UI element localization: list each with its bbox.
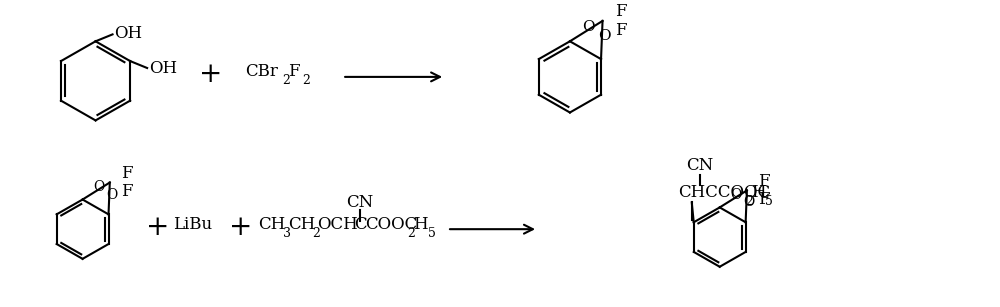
Text: F: F [121, 165, 132, 182]
Text: O: O [743, 196, 754, 209]
Text: 2: 2 [302, 74, 310, 87]
Text: CHCCOOC: CHCCOOC [678, 184, 770, 201]
Text: CN: CN [686, 157, 713, 174]
Text: CH: CH [288, 216, 315, 233]
Text: LiBu: LiBu [173, 216, 213, 233]
Text: 3: 3 [283, 227, 291, 240]
Text: CBr: CBr [245, 64, 278, 80]
Text: +: + [146, 214, 169, 241]
Text: 2: 2 [407, 227, 415, 240]
Text: CH: CH [258, 216, 286, 233]
Text: COOC: COOC [365, 216, 417, 233]
Text: 2: 2 [312, 227, 320, 240]
Text: F: F [121, 183, 132, 200]
Text: O: O [582, 20, 595, 34]
Text: F: F [758, 191, 770, 208]
Text: O: O [730, 188, 741, 202]
Text: H: H [413, 216, 427, 233]
Text: O: O [598, 29, 610, 43]
Text: 5: 5 [428, 227, 436, 240]
Text: F: F [288, 64, 300, 80]
Text: O: O [93, 180, 104, 194]
Text: F: F [616, 22, 627, 39]
Text: 2: 2 [282, 74, 290, 87]
Text: +: + [229, 214, 252, 241]
Text: 5: 5 [765, 195, 773, 208]
Text: OH: OH [149, 60, 177, 77]
Text: 2: 2 [746, 195, 754, 208]
Text: H: H [751, 184, 766, 201]
Text: F: F [616, 2, 627, 20]
Text: OCH: OCH [317, 216, 358, 233]
Text: C: C [354, 216, 367, 233]
Text: CN: CN [347, 194, 374, 211]
Text: OH: OH [115, 25, 143, 42]
Text: O: O [106, 188, 117, 202]
Text: F: F [758, 173, 770, 190]
Text: +: + [199, 61, 222, 88]
